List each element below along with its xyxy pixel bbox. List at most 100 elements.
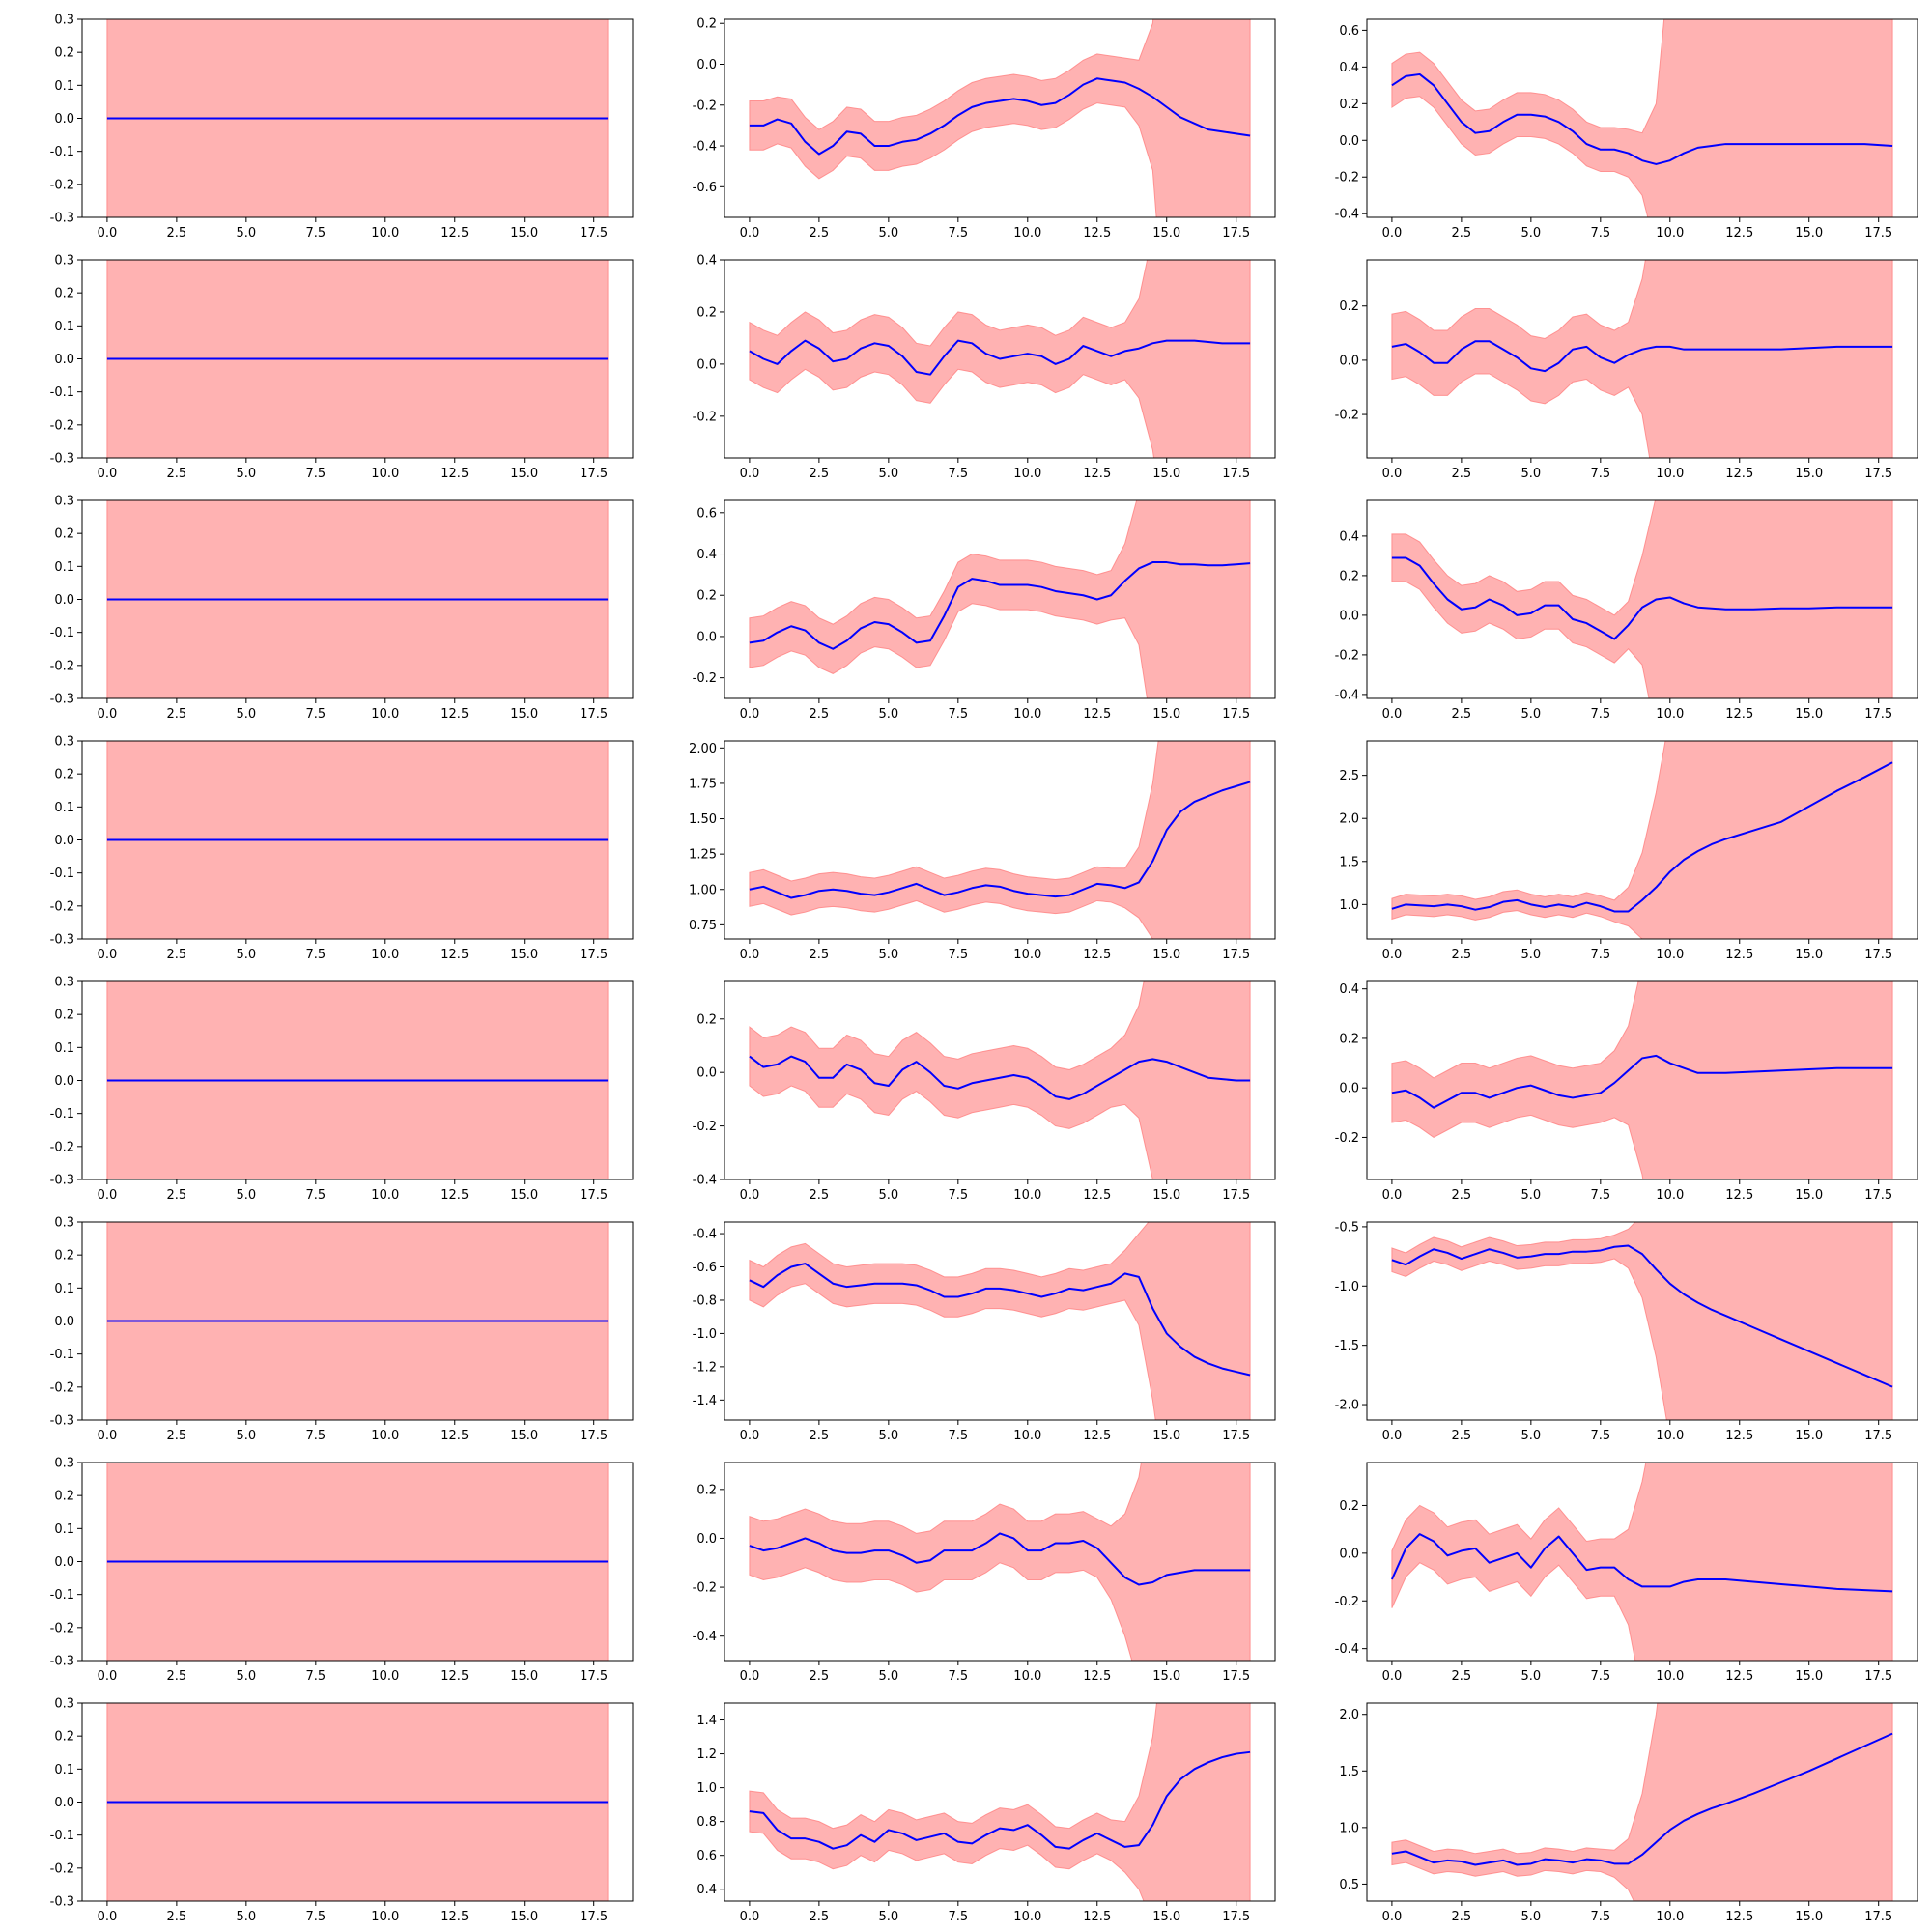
x-tick-label: 2.5	[1452, 1188, 1472, 1203]
x-tick-label: 7.5	[948, 467, 968, 481]
confidence-band	[1391, 19, 1893, 217]
y-tick-label: 0.0	[54, 1555, 74, 1570]
plot-area	[106, 500, 609, 698]
x-tick-label: 2.5	[167, 707, 187, 722]
subplot-r4-c3: 0.0 2.5 5.0 7.5 10.0 12.5 15.0 17.5 1.0 1.5 2.0 2.5	[1339, 740, 1918, 962]
subplot-r2-c2: 0.0 2.5 5.0 7.5 10.0 12.5 15.0 17.5 -0.2 0.0 0.2 0.…	[693, 254, 1276, 481]
plot-area	[749, 981, 1251, 1179]
x-tick-label: 2.5	[1452, 467, 1472, 481]
plot-area	[1391, 19, 1893, 217]
x-tick-label: 5.0	[879, 467, 899, 481]
x-tick-label: 5.0	[879, 1910, 899, 1924]
x-tick-label: 12.5	[1725, 1188, 1753, 1203]
mean-line	[1391, 556, 1893, 640]
x-tick-label: 17.5	[1222, 467, 1250, 481]
x-tick-label: 5.0	[237, 948, 257, 962]
y-tick-label: 0.1	[54, 320, 74, 334]
x-tick-label: 5.0	[879, 1188, 899, 1203]
subplot-r3-c2: 0.0 2.5 5.0 7.5 10.0 12.5 15.0 17.5 -0.2 0.0 0.2 0.…	[693, 499, 1276, 722]
y-tick-label: 0.4	[696, 548, 717, 562]
y-tick-label: 0.2	[54, 1009, 74, 1023]
x-tick-label: 15.0	[1152, 1910, 1180, 1924]
subplot-r5-c2: 0.0 2.5 5.0 7.5 10.0 12.5 15.0 17.5 -0.4 -0.2 0.0 0…	[693, 980, 1276, 1203]
x-tick-label: 17.5	[580, 467, 608, 481]
x-tick-label: 0.0	[1382, 707, 1403, 722]
confidence-band	[1391, 1222, 1893, 1420]
x-tick-label: 17.5	[1222, 1910, 1250, 1924]
x-tick-label: 10.0	[1656, 467, 1684, 481]
subplot-r5-c1: 0.0 2.5 5.0 7.5 10.0 12.5 15.0 17.5 -0.3 -0.2 -0.1…	[50, 976, 634, 1203]
x-tick-label: 5.0	[879, 1669, 899, 1684]
y-tick-label: 0.0	[696, 1532, 717, 1547]
x-tick-label: 15.0	[1152, 707, 1180, 722]
x-tick-label: 10.0	[1013, 707, 1041, 722]
x-tick-label: 5.0	[1521, 707, 1542, 722]
x-tick-label: 12.5	[1083, 226, 1111, 241]
x-tick-label: 17.5	[580, 1429, 608, 1443]
y-tick-label: 2.0	[1339, 812, 1359, 827]
y-tick-label: 0.2	[54, 527, 74, 542]
x-tick-label: 0.0	[740, 707, 760, 722]
x-tick-label: 12.5	[1725, 1669, 1753, 1684]
x-tick-label: 7.5	[305, 226, 326, 241]
y-tick-label: -1.2	[693, 1360, 717, 1375]
y-tick-label: 0.0	[1339, 134, 1359, 149]
x-tick-label: 15.0	[1152, 226, 1180, 241]
mean-line	[1390, 1533, 1893, 1593]
x-tick-label: 2.5	[167, 1429, 187, 1443]
y-tick-label: -0.5	[1335, 1220, 1359, 1235]
y-tick-label: -0.2	[693, 1120, 717, 1134]
y-tick-label: 0.0	[1339, 354, 1359, 368]
confidence-band	[749, 1703, 1251, 1901]
x-tick-label: 17.5	[580, 707, 608, 722]
y-tick-label: 0.2	[696, 17, 717, 32]
x-tick-label: 7.5	[1590, 1188, 1610, 1203]
plot-area	[106, 1222, 609, 1420]
x-tick-label: 5.0	[1521, 948, 1542, 962]
x-tick-label: 10.0	[1013, 1669, 1041, 1684]
axes-frame	[724, 1702, 1276, 1902]
y-tick-label: -0.3	[50, 1414, 74, 1429]
y-tick-label: -0.4	[693, 1174, 717, 1188]
axes-frame	[724, 18, 1276, 218]
y-tick-label: -1.5	[1335, 1339, 1359, 1353]
y-tick-label: -0.2	[50, 1140, 74, 1154]
x-tick-label: 7.5	[305, 948, 326, 962]
plot-area	[1391, 1222, 1893, 1420]
x-tick-label: 5.0	[237, 1188, 257, 1203]
x-tick-label: 10.0	[1013, 1429, 1041, 1443]
confidence-band	[749, 1463, 1251, 1661]
x-tick-label: 15.0	[510, 1669, 538, 1684]
x-tick-label: 17.5	[1222, 226, 1250, 241]
x-tick-label: 12.5	[1083, 1188, 1111, 1203]
plot-area	[106, 260, 609, 458]
x-tick-label: 2.5	[810, 226, 830, 241]
y-tick-label: -0.3	[50, 693, 74, 707]
y-tick-label: 1.2	[696, 1747, 717, 1762]
subplot-r1-c3: 0.0 2.5 5.0 7.5 10.0 12.5 15.0 17.5 -0.4 -0.2 0.0 0…	[1335, 18, 1918, 241]
x-tick-label: 17.5	[1864, 467, 1892, 481]
y-tick-label: -0.3	[50, 212, 74, 226]
x-tick-label: 17.5	[580, 1910, 608, 1924]
x-tick-label: 2.5	[167, 226, 187, 241]
x-tick-label: 7.5	[1590, 1669, 1610, 1684]
x-tick-label: 12.5	[1083, 1669, 1111, 1684]
y-tick-label: -0.1	[50, 1588, 74, 1603]
y-tick-label: 0.2	[1339, 1499, 1359, 1514]
plot-area	[749, 19, 1251, 217]
y-tick-label: 0.1	[54, 1041, 74, 1056]
x-tick-label: 0.0	[1382, 467, 1403, 481]
x-tick-label: 2.5	[1452, 1669, 1472, 1684]
y-tick-label: 0.2	[696, 305, 717, 320]
x-tick-label: 15.0	[1152, 1429, 1180, 1443]
y-tick-label: -0.1	[50, 145, 74, 159]
x-tick-label: 10.0	[1656, 1910, 1684, 1924]
x-tick-label: 10.0	[1656, 707, 1684, 722]
y-tick-label: -0.1	[50, 1829, 74, 1843]
x-tick-label: 5.0	[237, 1429, 257, 1443]
y-tick-label: 0.0	[696, 58, 717, 72]
y-tick-label: -0.2	[1335, 648, 1359, 663]
subplot-r2-c1: 0.0 2.5 5.0 7.5 10.0 12.5 15.0 17.5 -0.3 -0.2 -0.1…	[50, 254, 634, 481]
y-tick-label: 1.5	[1339, 855, 1359, 869]
y-tick-label: 0.4	[696, 254, 717, 269]
